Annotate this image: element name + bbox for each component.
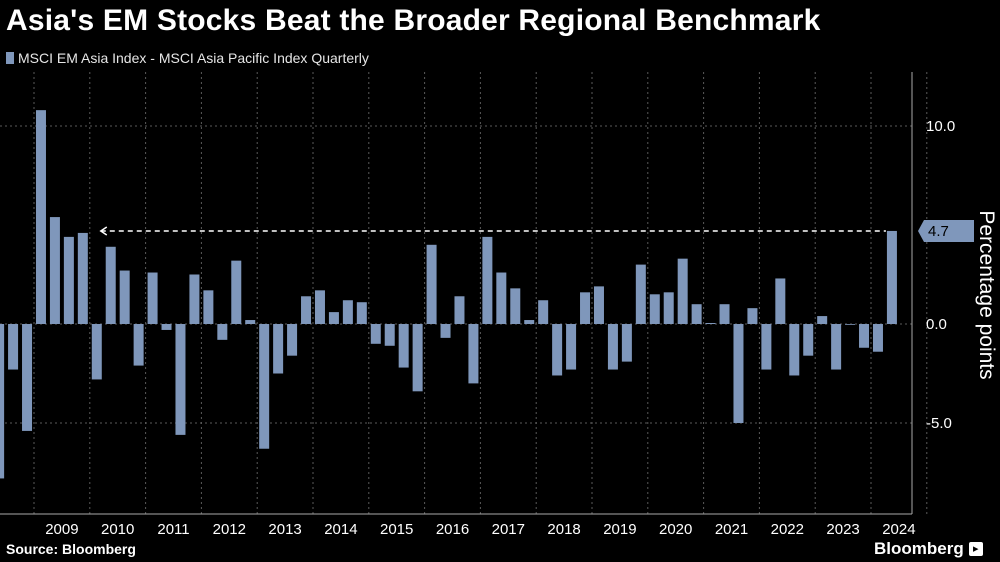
bar xyxy=(384,324,395,346)
legend-label: MSCI EM Asia Index - MSCI Asia Pacific I… xyxy=(18,50,369,66)
x-tick-label: 2017 xyxy=(492,521,525,538)
latest-value-box xyxy=(918,219,974,242)
bar xyxy=(412,324,423,392)
x-tick-label: 2010 xyxy=(101,521,134,538)
x-tick-label: 2016 xyxy=(436,521,469,538)
bar xyxy=(175,324,186,435)
bar xyxy=(817,316,828,324)
bar xyxy=(649,294,660,324)
bar xyxy=(524,320,535,324)
bar xyxy=(203,290,214,324)
bar xyxy=(105,246,116,324)
x-tick-label: 2009 xyxy=(45,521,78,538)
x-tick-label: 2013 xyxy=(268,521,301,538)
bar xyxy=(719,304,730,324)
bar xyxy=(872,324,883,352)
bar xyxy=(398,324,409,368)
x-tick-label: 2019 xyxy=(603,521,636,538)
bar xyxy=(482,236,493,324)
reference-arrowhead xyxy=(99,226,108,236)
latest-value-text: 4.7 xyxy=(928,223,949,240)
bar xyxy=(49,217,60,324)
y-tick-label: 0.0 xyxy=(926,316,947,333)
legend: MSCI EM Asia Index - MSCI Asia Pacific I… xyxy=(6,50,369,66)
bar xyxy=(538,300,549,324)
bar xyxy=(301,296,312,324)
bar xyxy=(733,324,744,423)
source-note: Source: Bloomberg xyxy=(6,541,136,557)
bar xyxy=(259,324,270,449)
bar xyxy=(342,300,353,324)
y-axis-label: Percentage points xyxy=(975,210,998,379)
bar xyxy=(468,324,479,384)
bar xyxy=(314,290,325,324)
bar xyxy=(831,324,842,370)
bar xyxy=(593,286,604,324)
bar xyxy=(356,302,367,324)
bar xyxy=(580,292,591,324)
bar xyxy=(8,324,19,370)
bar xyxy=(775,278,786,324)
bar xyxy=(22,324,33,431)
x-tick-label: 2023 xyxy=(826,521,859,538)
legend-swatch xyxy=(6,52,14,64)
x-tick-label: 2024 xyxy=(882,521,915,538)
x-tick-label: 2014 xyxy=(324,521,357,538)
x-tick-label: 2018 xyxy=(547,521,580,538)
bar xyxy=(328,312,339,324)
bar xyxy=(91,324,102,380)
bar xyxy=(607,324,618,370)
bar xyxy=(761,324,772,370)
bar xyxy=(161,324,172,330)
bar xyxy=(370,324,381,344)
brand-name: Bloomberg xyxy=(874,539,964,558)
bar xyxy=(189,274,200,324)
bar xyxy=(245,320,256,324)
bloomberg-logo-icon: ▸ xyxy=(968,542,983,556)
bar xyxy=(566,324,577,370)
bar xyxy=(133,324,144,366)
bar xyxy=(663,292,674,324)
bar xyxy=(677,258,688,324)
x-tick-label: 2021 xyxy=(715,521,748,538)
bar xyxy=(63,236,74,324)
bar xyxy=(287,324,298,356)
bar xyxy=(691,304,702,324)
x-tick-label: 2022 xyxy=(771,521,804,538)
bar xyxy=(496,272,507,324)
bar xyxy=(426,244,437,324)
bar xyxy=(845,324,856,325)
bar xyxy=(77,232,88,324)
bar xyxy=(217,324,228,340)
bar xyxy=(705,323,716,324)
bar xyxy=(454,296,465,324)
bar xyxy=(35,110,46,324)
bar xyxy=(886,230,897,324)
bar xyxy=(635,264,646,324)
bar xyxy=(119,270,130,324)
bar xyxy=(510,288,521,324)
bar xyxy=(0,324,5,479)
x-tick-label: 2011 xyxy=(157,521,189,538)
y-tick-label: 10.0 xyxy=(926,118,955,135)
bar xyxy=(621,324,632,362)
x-tick-label: 2015 xyxy=(380,521,413,538)
bar xyxy=(147,272,158,324)
bar xyxy=(552,324,563,376)
bar xyxy=(859,324,870,348)
bar xyxy=(440,324,451,338)
bar xyxy=(273,324,284,374)
latest-value-label: 4.7 xyxy=(918,219,974,242)
bar xyxy=(803,324,814,356)
bar xyxy=(231,260,242,324)
bar xyxy=(789,324,800,376)
x-tick-label: 2012 xyxy=(213,521,246,538)
bloomberg-brand: Bloomberg ▸ xyxy=(874,539,983,559)
chart-title: Asia's EM Stocks Beat the Broader Region… xyxy=(6,4,821,37)
x-tick-label: 2020 xyxy=(659,521,692,538)
bar xyxy=(747,308,758,324)
y-tick-label: -5.0 xyxy=(926,415,952,432)
